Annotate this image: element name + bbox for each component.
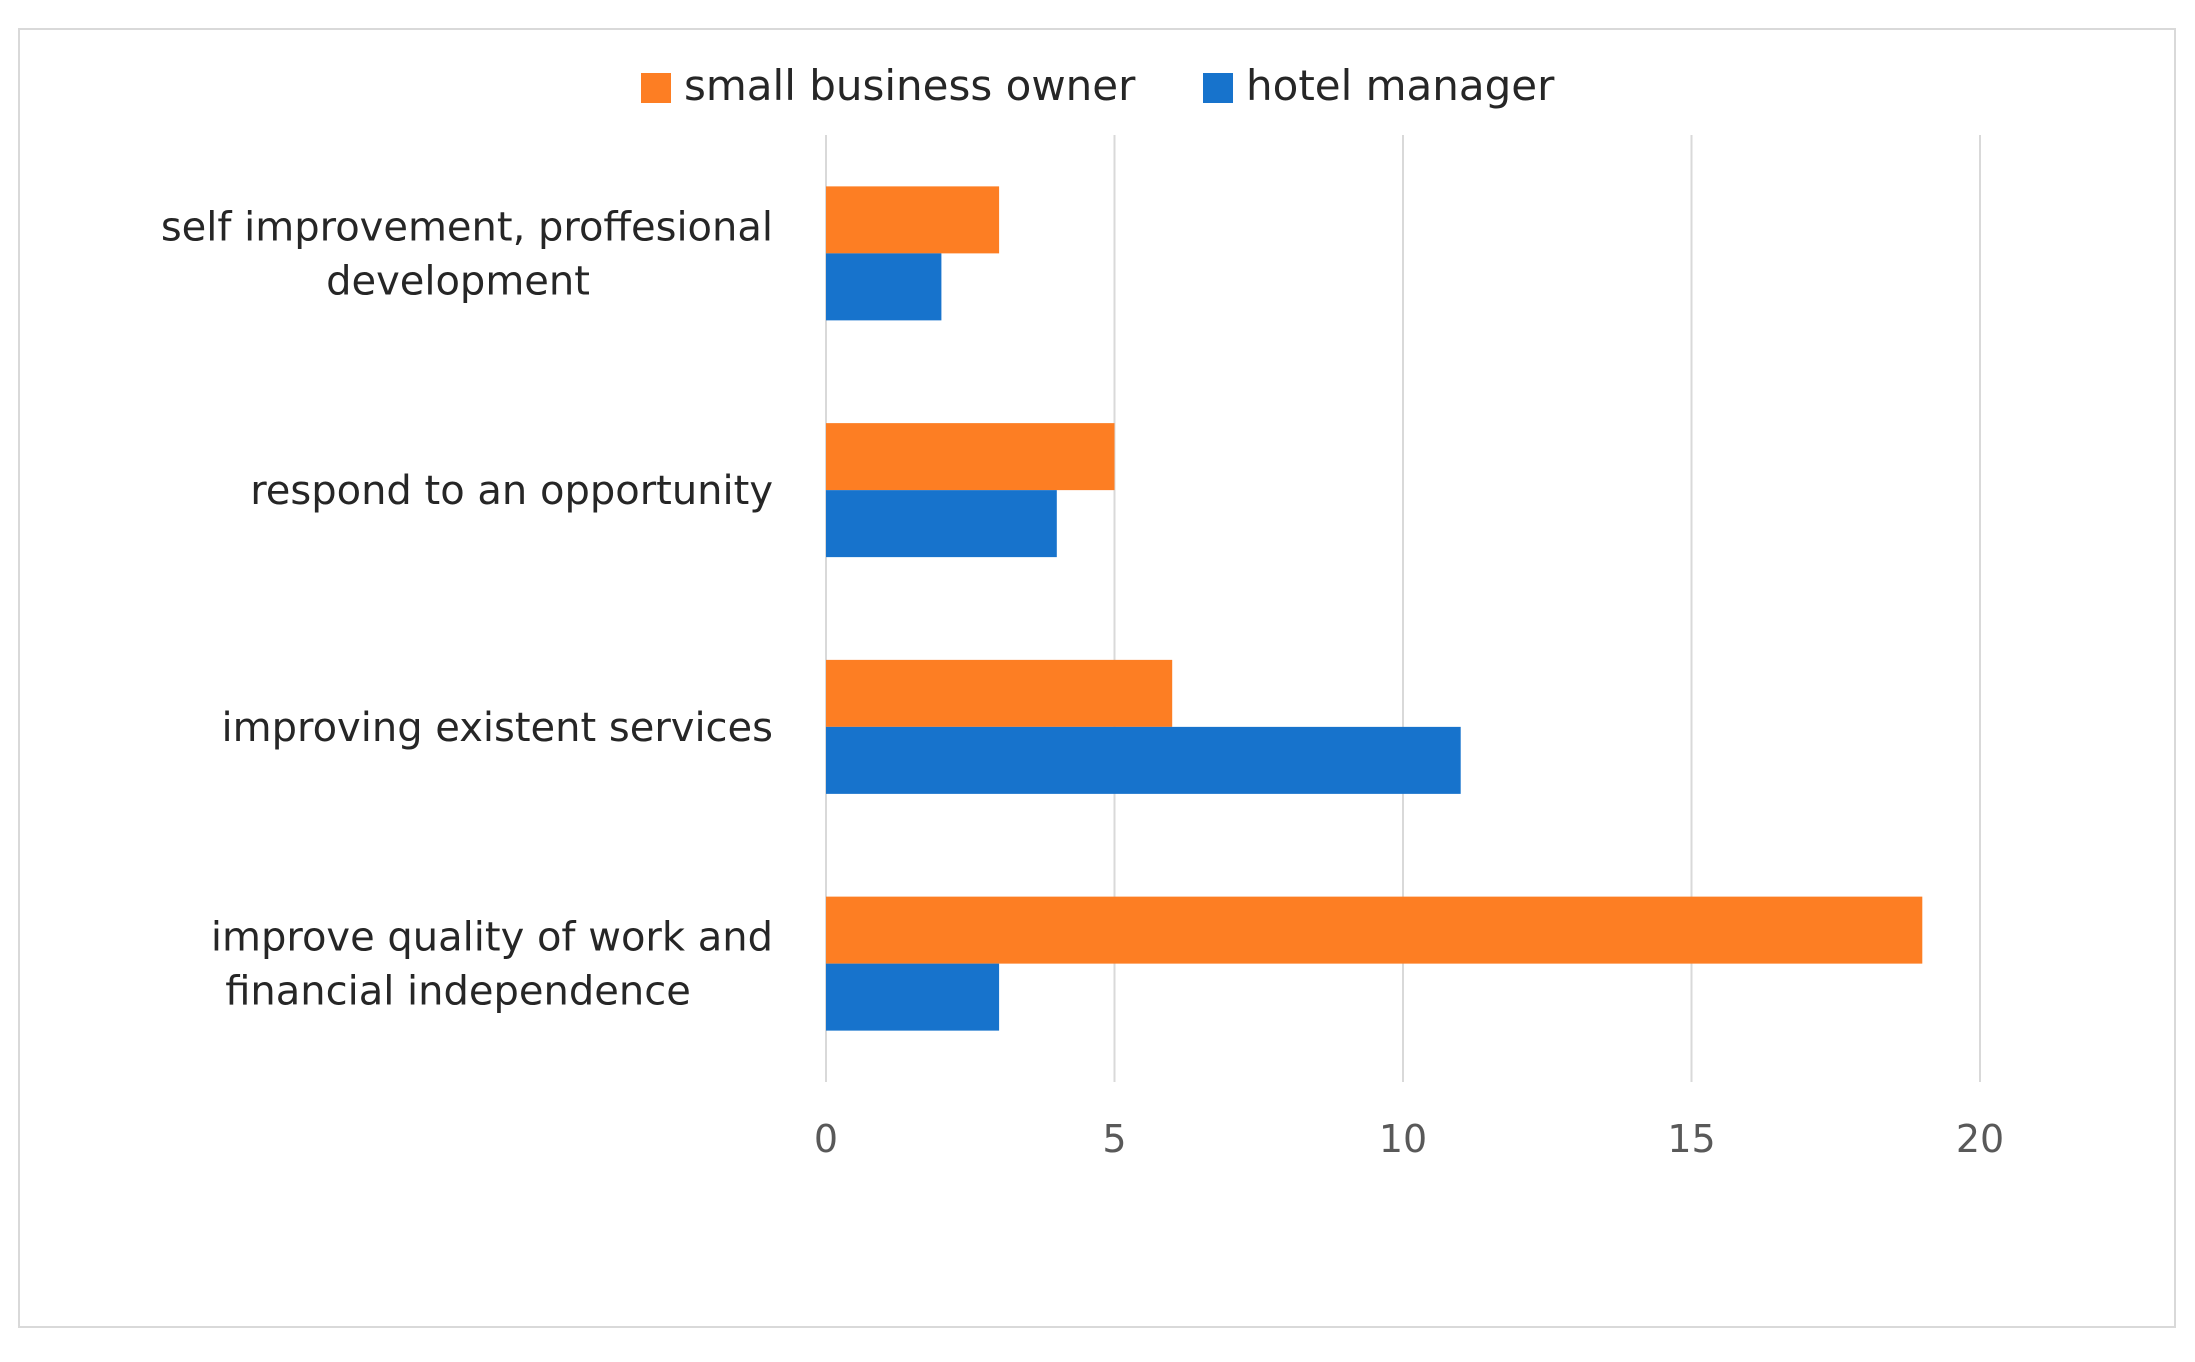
bar-small-business-owner-3 xyxy=(826,659,1173,727)
x-tick-label-10: 10 xyxy=(1379,1117,1427,1161)
category-label-1: self improvement, proffesional developmen… xyxy=(161,204,773,304)
category-label-2: respond to an opportunity xyxy=(250,468,773,514)
legend-label-hotel-manager: hotel manager xyxy=(1246,61,1555,110)
legend-label-small-business-owner: small business owner xyxy=(684,61,1136,110)
category-label-line: improve quality of work and xyxy=(211,915,773,961)
bar-hotel-manager-2 xyxy=(826,490,1057,558)
x-tick-label-5: 5 xyxy=(1102,1117,1126,1161)
category-label-3: improving existent services xyxy=(222,705,773,751)
bar-hotel-manager-3 xyxy=(826,726,1461,794)
category-labels: self improvement, proffesional developmen… xyxy=(161,204,773,1014)
category-label-line: improving existent services xyxy=(222,705,773,751)
category-label-4: improve quality of work and financial ind… xyxy=(211,915,773,1015)
category-label-line: development xyxy=(326,258,590,304)
x-axis-tick-labels: 0 5 10 15 20 xyxy=(814,1117,2004,1161)
category-label-line: self improvement, proffesional xyxy=(161,204,773,250)
legend-swatch-small-business-owner xyxy=(641,73,671,103)
bar-hotel-manager-4 xyxy=(826,963,1000,1031)
legend: small business owner hotel manager xyxy=(641,61,1555,110)
bar-small-business-owner-1 xyxy=(826,186,1000,254)
bar-small-business-owner-4 xyxy=(826,896,1923,964)
category-label-line: respond to an opportunity xyxy=(250,468,773,514)
bar-hotel-manager-1 xyxy=(826,253,942,321)
x-tick-label-20: 20 xyxy=(1956,1117,2004,1161)
bar-small-business-owner-2 xyxy=(826,423,1115,491)
x-tick-label-15: 15 xyxy=(1667,1117,1715,1161)
x-tick-label-0: 0 xyxy=(814,1117,838,1161)
bars xyxy=(826,186,1923,1031)
category-label-line: financial independence xyxy=(225,969,691,1015)
legend-swatch-hotel-manager xyxy=(1203,73,1233,103)
